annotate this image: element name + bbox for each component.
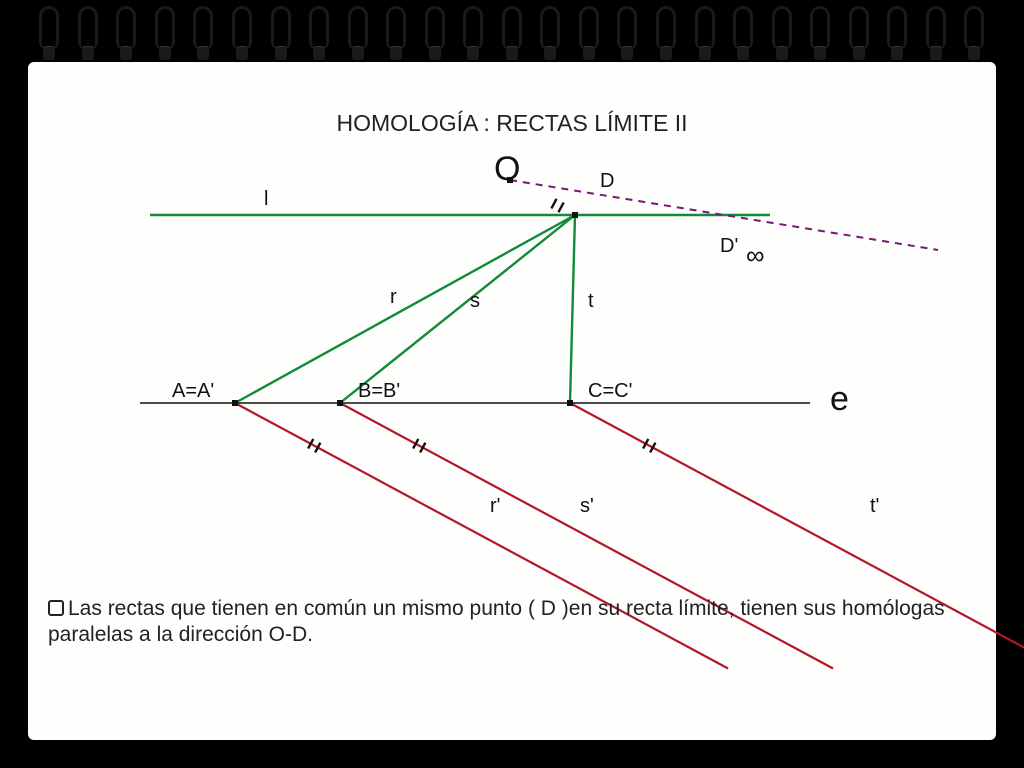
caption-text: Las rectas que tienen en común un mismo … xyxy=(48,596,978,649)
bullet-icon xyxy=(48,600,64,616)
label-r: r xyxy=(390,286,397,309)
label-sp: s' xyxy=(580,495,594,518)
label-A: A=A' xyxy=(172,380,214,403)
label-rp: r' xyxy=(490,495,500,518)
label-s: s xyxy=(470,290,480,313)
label-B: B=B' xyxy=(358,380,400,403)
label-e: e xyxy=(830,380,849,419)
label-Dinf: D' xyxy=(720,235,738,258)
label-O: O xyxy=(494,150,520,189)
caption-content: Las rectas que tienen en común un mismo … xyxy=(48,597,945,646)
label-tp: t' xyxy=(870,495,879,518)
stage: HOMOLOGÍA : RECTAS LÍMITE II OlDD'∞rstA=… xyxy=(0,0,1024,768)
label-C: C=C' xyxy=(588,380,632,403)
label-l: l xyxy=(264,188,268,211)
label-t: t xyxy=(588,290,594,313)
geometry-diagram xyxy=(0,0,1024,768)
label-D: D xyxy=(600,170,614,193)
label-inf: ∞ xyxy=(746,240,765,271)
